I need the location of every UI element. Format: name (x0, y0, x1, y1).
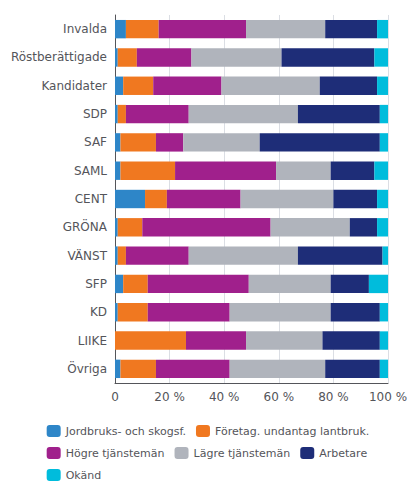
svg-text:40 %: 40 % (209, 390, 240, 404)
svg-text:Kandidater: Kandidater (41, 79, 107, 93)
svg-text:SAF: SAF (84, 135, 107, 149)
svg-text:Röstberättigade: Röstberättigade (11, 50, 107, 64)
svg-text:SFP: SFP (85, 277, 107, 291)
svg-text:0: 0 (111, 390, 119, 404)
svg-text:100 %: 100 % (369, 390, 407, 404)
svg-text:Jordbruks- och skogsf.: Jordbruks- och skogsf. (65, 425, 186, 438)
svg-text:80 %: 80 % (318, 390, 349, 404)
svg-text:Arbetare: Arbetare (319, 447, 367, 460)
svg-text:Invalda: Invalda (63, 22, 107, 36)
svg-text:VÄNST: VÄNST (67, 248, 107, 263)
svg-text:Lägre tjänstemän: Lägre tjänstemän (194, 447, 291, 460)
svg-text:SDP: SDP (83, 107, 107, 121)
svg-text:SAML: SAML (74, 164, 107, 178)
svg-text:GRÖNA: GRÖNA (63, 218, 108, 234)
svg-text:Övriga: Övriga (67, 360, 107, 376)
svg-text:Okänd: Okänd (66, 469, 102, 482)
svg-text:Högre tjänstemän: Högre tjänstemän (66, 447, 165, 460)
svg-text:Företag. undantag lantbruk.: Företag. undantag lantbruk. (215, 425, 369, 438)
svg-text:60 %: 60 % (264, 390, 295, 404)
svg-text:KD: KD (90, 305, 107, 319)
svg-text:CENT: CENT (75, 192, 108, 206)
svg-text:20 %: 20 % (154, 390, 185, 404)
svg-text:LIIKE: LIIKE (78, 334, 107, 348)
